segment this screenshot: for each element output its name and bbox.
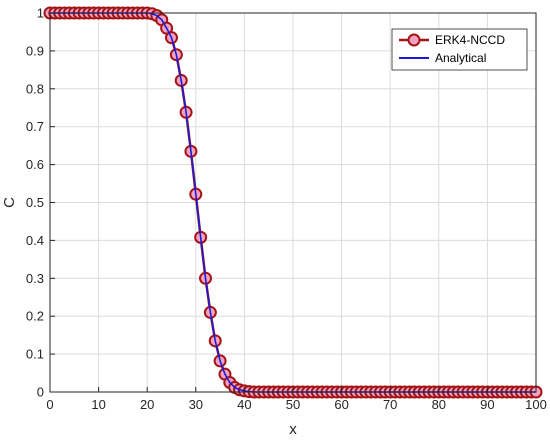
y-tick-label: 0 xyxy=(37,385,44,400)
legend-marker-erk4-nccd xyxy=(407,33,421,47)
x-tick-label: 30 xyxy=(189,397,203,412)
x-tick-label: 60 xyxy=(334,397,348,412)
x-tick-label: 100 xyxy=(525,397,547,412)
y-tick-label: 0.7 xyxy=(26,119,44,134)
y-tick-label: 0.1 xyxy=(26,347,44,362)
x-tick-label: 0 xyxy=(46,397,53,412)
x-tick-label: 20 xyxy=(140,397,154,412)
x-tick-label: 10 xyxy=(91,397,105,412)
y-tick-label: 0.9 xyxy=(26,43,44,58)
y-tick-label: 0.3 xyxy=(26,271,44,286)
x-tick-label: 40 xyxy=(237,397,251,412)
y-tick-label: 0.6 xyxy=(26,157,44,172)
legend-label-erk4-nccd: ERK4-NCCD xyxy=(435,33,505,47)
y-tick-label: 0.4 xyxy=(26,233,44,248)
x-axis-ticks: 0 10 20 30 40 50 60 70 80 90 100 xyxy=(46,387,547,412)
x-tick-label: 70 xyxy=(383,397,397,412)
y-tick-label: 0.2 xyxy=(26,309,44,324)
x-tick-label: 80 xyxy=(432,397,446,412)
x-tick-label: 50 xyxy=(286,397,300,412)
y-axis-ticks: 0 0.1 0.2 0.3 0.4 0.5 0.6 0.7 0.8 0.9 1 xyxy=(26,6,55,400)
y-axis-label: C xyxy=(1,197,18,208)
legend-label-analytical: Analytical xyxy=(435,51,486,65)
y-tick-label: 0.5 xyxy=(26,195,44,210)
y-tick-label: 0.8 xyxy=(26,81,44,96)
legend: ERK4-NCCD Analytical xyxy=(391,28,528,71)
y-tick-label: 1 xyxy=(37,6,44,21)
x-axis-label: x xyxy=(289,421,297,438)
x-tick-label: 90 xyxy=(480,397,494,412)
